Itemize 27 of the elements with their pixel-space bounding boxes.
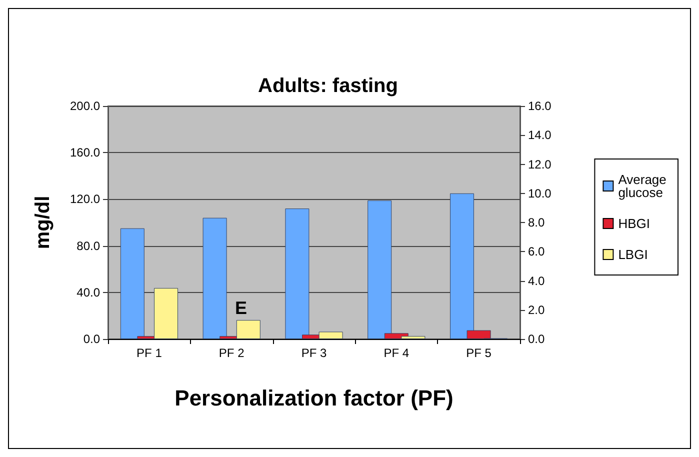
- y2-tick-label: 2.0: [528, 302, 546, 317]
- y2-tick-label: 10.0: [528, 186, 552, 200]
- x-tick-label: PF 4: [384, 346, 410, 360]
- y-tick-label: 80.0: [76, 238, 100, 253]
- chart-title: Adults: fasting: [258, 75, 398, 97]
- y2-tick-label: 0.0: [528, 332, 546, 346]
- x-tick-label: PF 3: [301, 346, 327, 360]
- legend-label: Average glucose: [618, 172, 670, 200]
- legend-label: LBGI: [618, 247, 648, 262]
- y2-tick-label: 6.0: [528, 244, 546, 259]
- annotation: E: [235, 298, 248, 318]
- y2-tick-label: 16.0: [528, 99, 552, 113]
- y-tick-label: 200.0: [70, 99, 100, 113]
- x-axis-title: Personalization factor (PF): [174, 386, 454, 410]
- y-axis-title: mg/dl: [32, 196, 54, 250]
- x-tick-label: PF 5: [466, 346, 492, 360]
- y-tick-label: 120.0: [70, 192, 100, 206]
- y2-tick-label: 4.0: [528, 274, 546, 288]
- y-tick-label: 40.0: [76, 285, 100, 300]
- legend-label: HBGI: [618, 216, 650, 231]
- x-tick-label: PF 2: [218, 346, 245, 360]
- y2-tick-label: 14.0: [528, 128, 552, 142]
- x-tick-label: PF 1: [136, 346, 162, 360]
- y2-tick-label: 12.0: [528, 157, 552, 172]
- y-tick-label: 0.0: [83, 332, 100, 346]
- y-tick-label: 160.0: [70, 146, 100, 160]
- y2-tick-label: 8.0: [528, 216, 546, 230]
